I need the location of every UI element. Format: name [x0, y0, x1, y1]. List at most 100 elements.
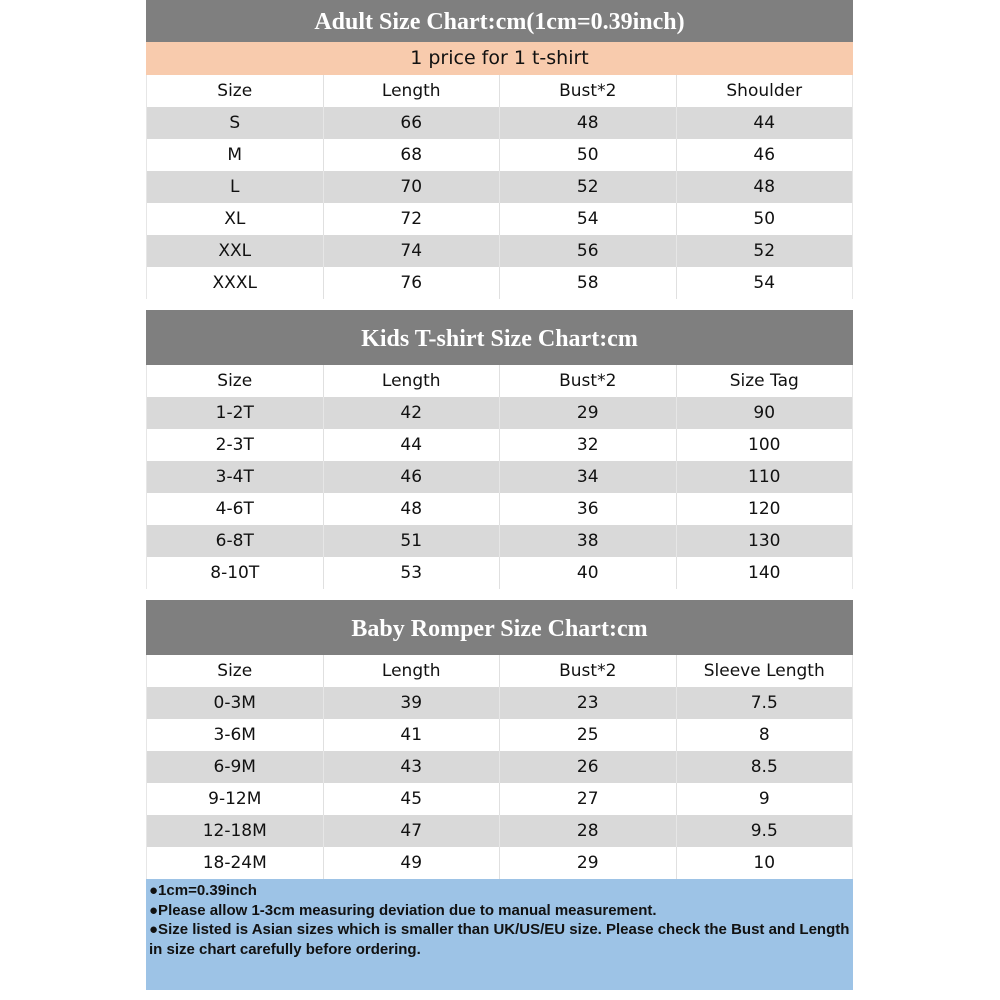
table-cell: 76	[324, 267, 500, 299]
table-cell: 100	[748, 435, 781, 455]
table-title: Baby Romper Size Chart:cm	[146, 600, 853, 655]
note-line: ●1cm=0.39inch	[149, 882, 257, 899]
table-cell: 54	[500, 203, 677, 235]
table-cell: 23	[500, 687, 677, 719]
column-header: Length	[324, 75, 500, 107]
table-cell: 18-24M	[147, 847, 324, 879]
table-cell: 120	[748, 499, 781, 519]
table-cell: 56	[500, 235, 677, 267]
table-cell: 10	[753, 853, 776, 873]
column-header: Bust*2	[500, 655, 677, 687]
table-row: 6-9M 43 26 8.5	[147, 751, 852, 783]
table-cell: 9	[758, 789, 770, 809]
table-row: 1-2T 42 29 90	[147, 397, 852, 429]
table-cell: 8.5	[750, 757, 778, 777]
column-header: Size	[147, 75, 324, 107]
table-cell: 44	[753, 113, 776, 133]
table-cell: 38	[500, 525, 677, 557]
table-row: 2-3T 44 32 100	[147, 429, 852, 461]
table-cell: XXXL	[147, 267, 324, 299]
price-note: 1 price for 1 t-shirt	[146, 42, 853, 75]
notes-box: ●1cm=0.39inch ●Please allow 1-3cm measuri…	[146, 879, 853, 990]
table-cell: 6-8T	[147, 525, 324, 557]
column-header: Length	[324, 365, 500, 397]
table-cell: 7.5	[750, 693, 778, 713]
table-row: XL 72 54 50	[147, 203, 852, 235]
table-cell: 8	[758, 725, 770, 745]
table-cell: 58	[500, 267, 677, 299]
column-header: Size	[147, 365, 324, 397]
table-cell: 3-4T	[147, 461, 324, 493]
size-table: Size Length Bust*2 Size Tag 1-2T 42 29 90 2-3T 44…	[146, 365, 853, 589]
table-cell: 49	[324, 847, 500, 879]
table-row: 12-18M 47 28 9.5	[147, 815, 852, 847]
table-cell: 68	[324, 139, 500, 171]
table-cell: 9-12M	[147, 783, 324, 815]
section-gap	[146, 299, 853, 310]
table-cell: 50	[753, 209, 776, 229]
table-title: Adult Size Chart:cm(1cm=0.39inch)	[146, 0, 853, 42]
table-cell: 66	[324, 107, 500, 139]
table-cell: 54	[753, 273, 776, 293]
table-cell: 72	[324, 203, 500, 235]
table-title: Kids T-shirt Size Chart:cm	[146, 310, 853, 365]
table-cell: 42	[324, 397, 500, 429]
table-cell: 90	[753, 403, 776, 423]
size-chart: Adult Size Chart:cm(1cm=0.39inch) 1 price…	[146, 0, 853, 990]
table-cell: 4-6T	[147, 493, 324, 525]
table-cell: 29	[500, 847, 677, 879]
table-cell: 46	[324, 461, 500, 493]
table-cell: 48	[324, 493, 500, 525]
table-cell: 39	[324, 687, 500, 719]
table-cell: S	[147, 107, 324, 139]
table-row: XXXL 76 58 54	[147, 267, 852, 299]
table-cell: 53	[324, 557, 500, 589]
table-cell: 32	[500, 429, 677, 461]
table-cell: 51	[324, 525, 500, 557]
table-row: 18-24M 49 29 10	[147, 847, 852, 879]
table-cell: 36	[500, 493, 677, 525]
table-cell: 34	[500, 461, 677, 493]
table-cell: 1-2T	[147, 397, 324, 429]
column-header: Bust*2	[500, 365, 677, 397]
table-cell: 0-3M	[147, 687, 324, 719]
table-cell: 130	[748, 531, 781, 551]
column-header: Shoulder	[726, 81, 803, 101]
table-cell: 27	[500, 783, 677, 815]
table-cell: XXL	[147, 235, 324, 267]
table-cell: 29	[500, 397, 677, 429]
table-cell: 50	[500, 139, 677, 171]
table-cell: 3-6M	[147, 719, 324, 751]
note-line: ●Please allow 1-3cm measuring deviation …	[149, 901, 657, 919]
note-line: ●Size listed is Asian sizes which is sma…	[149, 921, 850, 958]
table-row: 9-12M 45 27 9	[147, 783, 852, 815]
column-header: Size Tag	[729, 371, 799, 391]
table-cell: 47	[324, 815, 500, 847]
table-row: L 70 52 48	[147, 171, 852, 203]
column-header: Sleeve Length	[703, 661, 825, 681]
section-gap	[146, 589, 853, 600]
table-cell: 45	[324, 783, 500, 815]
table-cell: 48	[500, 107, 677, 139]
table-cell: 40	[500, 557, 677, 589]
table-cell: 74	[324, 235, 500, 267]
table-cell: 6-9M	[147, 751, 324, 783]
table-row: 6-8T 51 38 130	[147, 525, 852, 557]
table-cell: 46	[753, 145, 776, 165]
table-cell: 41	[324, 719, 500, 751]
table-cell: 70	[324, 171, 500, 203]
size-table: Size Length Bust*2 Shoulder S 66 48 44 M 68 50 46 L 7…	[146, 75, 853, 299]
table-cell: 8-10T	[147, 557, 324, 589]
table-cell: 43	[324, 751, 500, 783]
table-cell: 52	[753, 241, 776, 261]
column-header: Size	[147, 655, 324, 687]
table-cell: 52	[500, 171, 677, 203]
table-cell: 25	[500, 719, 677, 751]
column-header: Bust*2	[500, 75, 677, 107]
table-row: 0-3M 39 23 7.5	[147, 687, 852, 719]
table-cell: 48	[753, 177, 776, 197]
table-row: XXL 74 56 52	[147, 235, 852, 267]
column-header: Length	[324, 655, 500, 687]
table-cell: 110	[748, 467, 781, 487]
table-cell: L	[147, 171, 324, 203]
